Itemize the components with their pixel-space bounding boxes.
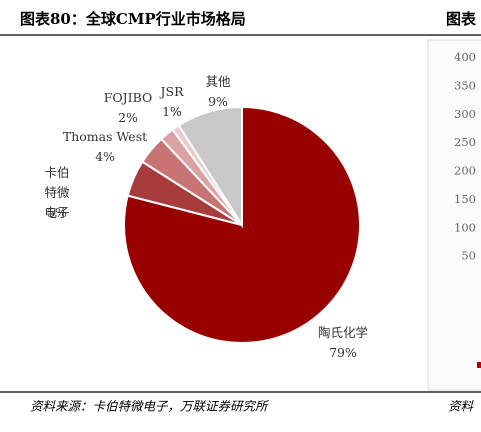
slice-value: 1%: [162, 104, 182, 119]
side-panel: [427, 39, 481, 391]
side-title: 图表: [446, 10, 477, 28]
y-tick-label: 400: [454, 50, 476, 64]
y-tick-label: 200: [454, 164, 476, 178]
legend-swatch: [477, 362, 481, 368]
y-tick-label: 300: [454, 107, 476, 121]
y-tick-label: 350: [454, 78, 476, 92]
y-tick-label: 250: [454, 135, 476, 149]
slice-value: 9%: [208, 94, 228, 109]
slice-value: 2%: [118, 110, 138, 125]
slice-label: JSR: [160, 84, 184, 99]
slice-label: FOJIBO: [103, 90, 153, 105]
source: 资料来源：卡伯特微电子，万联证券研究所: [30, 399, 270, 414]
slice-value: 79%: [329, 345, 357, 360]
slice-value: 4%: [95, 149, 115, 164]
y-tick-label: 50: [461, 249, 476, 263]
y-tick-label: 100: [454, 220, 476, 234]
slice-label: 卡伯特微电子: [44, 165, 70, 220]
chart-title: 图表80：全球CMP行业市场格局: [20, 10, 246, 28]
slice-label: 其他: [205, 74, 231, 89]
y-tick-label: 150: [454, 192, 476, 206]
slice-label: 陶氏化学: [317, 325, 368, 340]
slice-value: 5%: [47, 205, 67, 220]
slice-label: Thomas West: [62, 129, 148, 144]
side-source: 资料: [448, 399, 475, 414]
pie-slice: [177, 105, 243, 229]
